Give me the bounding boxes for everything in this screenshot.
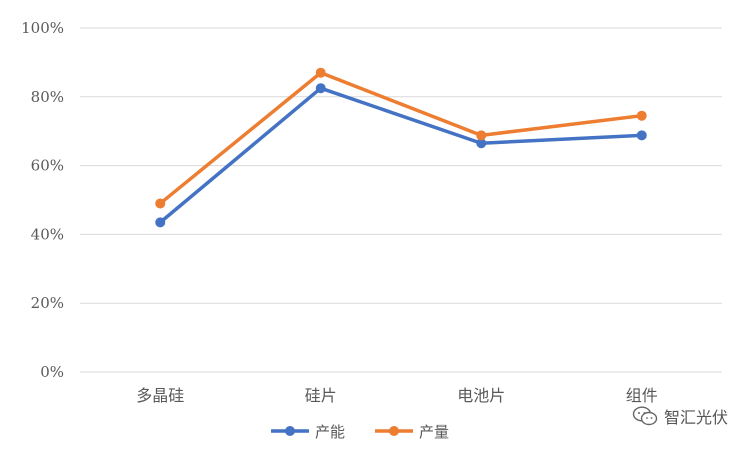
y-tick-label: 80%	[31, 88, 64, 106]
series-2	[155, 67, 647, 209]
y-axis-ticks: 0% 20% 40% 60% 80% 100%	[21, 19, 64, 381]
legend: 产能 产量	[271, 423, 449, 441]
y-tick-label: 0%	[40, 363, 64, 381]
data-point	[315, 83, 326, 94]
y-tick-label: 100%	[21, 19, 64, 37]
x-tick-label: 硅片	[305, 386, 337, 405]
data-point	[636, 130, 647, 141]
legend-item: 产能	[271, 423, 345, 441]
data-point	[476, 138, 487, 149]
series-line	[158, 70, 644, 206]
watermark: 智汇光伏	[632, 404, 728, 428]
y-tick-label: 40%	[31, 225, 64, 243]
wechat-icon	[632, 406, 658, 426]
y-tick-label: 20%	[31, 294, 64, 312]
series-layer	[155, 67, 647, 228]
y-tick-label: 60%	[31, 157, 64, 175]
x-tick-label: 组件	[626, 386, 658, 405]
watermark-text: 智汇光伏	[663, 408, 728, 427]
data-point	[155, 198, 166, 209]
legend-marker	[285, 426, 295, 436]
data-point	[315, 67, 326, 78]
series-1	[155, 83, 647, 228]
legend-item: 产量	[375, 423, 449, 441]
legend-marker	[389, 426, 399, 436]
x-tick-label: 多晶硅	[136, 386, 184, 405]
legend-label: 产能	[315, 423, 345, 441]
data-point	[476, 130, 487, 141]
series-line	[158, 86, 644, 225]
legend-label: 产量	[419, 423, 449, 441]
x-tick-label: 电池片	[457, 386, 505, 405]
x-axis-ticks: 多晶硅 硅片 电池片 组件	[136, 386, 658, 405]
data-point	[636, 110, 647, 121]
gridlines	[80, 27, 722, 373]
data-point	[155, 217, 166, 228]
